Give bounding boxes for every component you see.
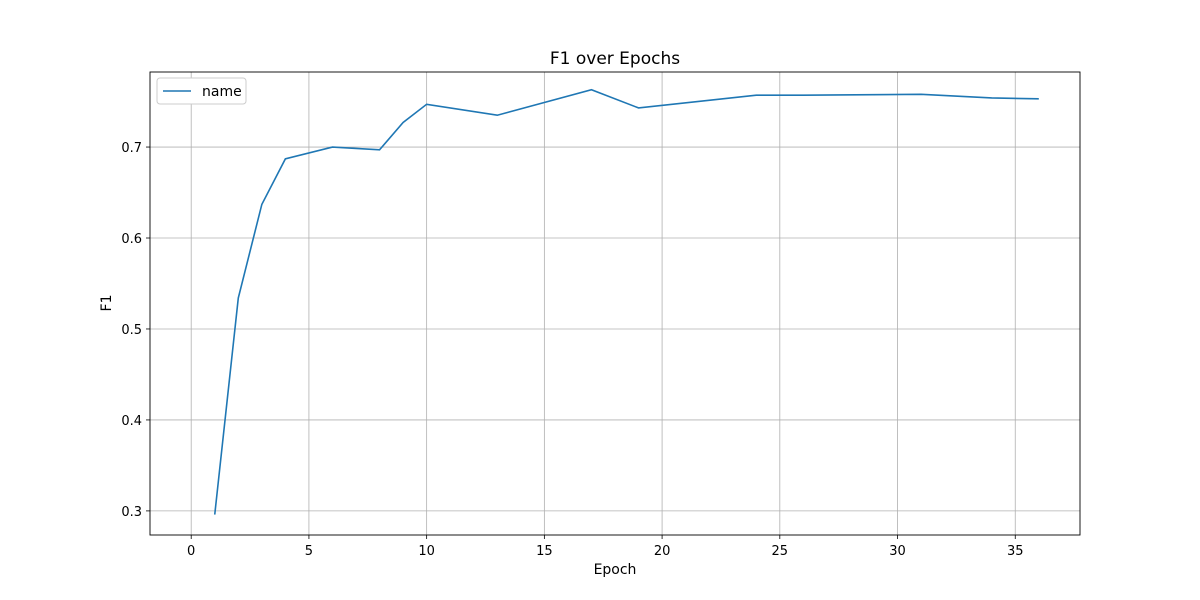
x-tick-label: 15	[536, 544, 553, 559]
legend-label: name	[202, 84, 242, 100]
ticks: 0 5 10 15 20 25 30 35 0.3 0.4 0.5 0.6 0.7	[121, 141, 1023, 559]
y-axis-label: F1	[99, 295, 115, 312]
legend-box	[156, 77, 247, 105]
x-tick-label: 25	[772, 544, 789, 559]
y-tick-label: 0.4	[121, 414, 142, 429]
y-tick-label: 0.5	[121, 323, 142, 338]
x-axis-label: Epoch	[594, 562, 637, 578]
legend: name	[156, 77, 247, 105]
x-tick-label: 5	[305, 544, 313, 559]
series-line-name	[213, 88, 1039, 515]
plot-area-frame	[149, 71, 1081, 536]
x-tick-label: 30	[889, 544, 906, 559]
x-tick-label: 20	[654, 544, 671, 559]
y-tick-label: 0.7	[121, 141, 142, 156]
y-tick-label: 0.6	[121, 232, 142, 247]
grid	[150, 72, 1080, 535]
x-tick-label: 0	[187, 544, 195, 559]
chart-title: F1 over Epochs	[550, 49, 680, 69]
x-tick-label: 10	[418, 544, 435, 559]
x-tick-label: 35	[1007, 544, 1024, 559]
y-tick-label: 0.3	[121, 505, 142, 520]
